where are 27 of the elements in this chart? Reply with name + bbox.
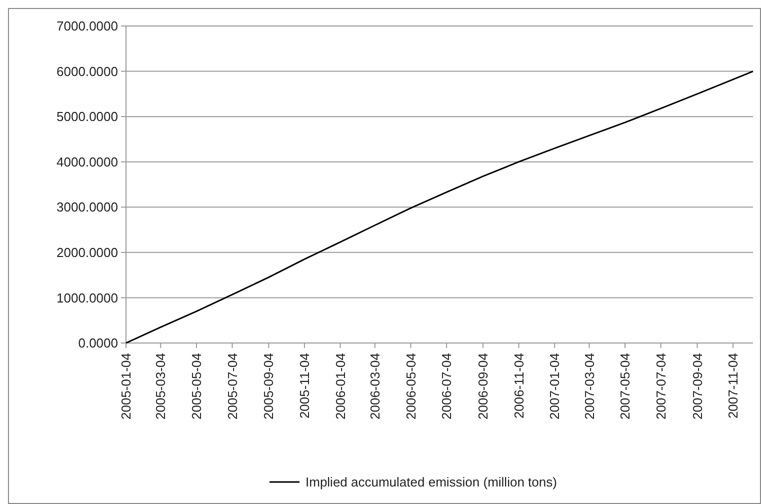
y-tick-label: 5000.0000	[56, 109, 118, 124]
x-tick-label: 2007-03-04	[582, 353, 597, 420]
x-tick-label: 2007-09-04	[690, 353, 705, 420]
x-tick-label: 2006-03-04	[367, 353, 382, 420]
x-tick-label: 2006-07-04	[439, 353, 454, 420]
x-tick-label: 2006-05-04	[403, 353, 418, 420]
x-tick-label: 2005-07-04	[224, 353, 240, 420]
y-tick-label: 7000.0000	[56, 18, 118, 34]
x-tick-label: 2007-05-04	[618, 353, 633, 420]
x-tick-label: 2005-11-04	[297, 353, 312, 419]
x-tick-label: 2006-11-04	[511, 353, 526, 419]
x-tick-label: 2005-05-04	[189, 353, 204, 420]
y-tick-label: 1000.0000	[56, 290, 118, 306]
y-tick-label: 3000.0000	[56, 200, 118, 215]
x-tick-label: 2005-09-04	[261, 353, 276, 420]
x-tick-label: 2005-03-04	[153, 353, 168, 420]
x-tick-label: 2006-09-04	[475, 353, 490, 420]
y-tick-label: 6000.0000	[56, 64, 118, 79]
y-tick-label: 2000.0000	[56, 244, 118, 260]
x-tick-label: 2007-11-04	[726, 353, 741, 419]
x-tick-label: 2007-01-04	[547, 353, 562, 420]
x-tick-label: 2007-07-04	[653, 353, 668, 420]
y-tick-label: 0.0000	[78, 336, 118, 351]
y-tick-label: 4000.0000	[56, 154, 118, 170]
x-tick-label: 2005-01-04	[118, 353, 134, 420]
legend-label: Implied accumulated emission (million tons)	[306, 474, 557, 490]
x-tick-label: 2006-01-04	[332, 353, 348, 420]
